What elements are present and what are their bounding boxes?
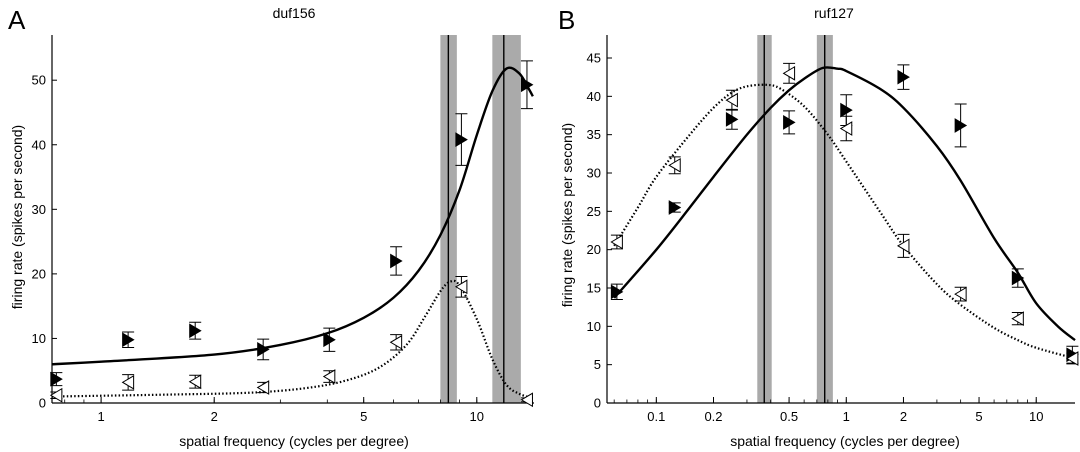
- panel-a-letter: A: [8, 5, 26, 35]
- panel-a-data-point-nondriven: [389, 334, 403, 350]
- panel-b-data-point-driven: [840, 102, 853, 118]
- panel-b-fit-curve-nondriven: [613, 83, 1076, 360]
- panel-b-data-point-driven: [668, 200, 682, 215]
- panel-a-peak-band-driven: [492, 35, 521, 403]
- panel-a-data-point-nondriven: [454, 279, 468, 295]
- panel-a-y-tick-label: 50: [32, 73, 46, 88]
- panel-a-fit-curve-driven: [51, 66, 534, 366]
- panel-b-y-tick-label: 35: [587, 127, 601, 142]
- panel-b-y-tick-label: 10: [587, 319, 601, 334]
- panel-a-x-tick-label: 10: [470, 409, 484, 424]
- panel-a-data-point-driven: [520, 77, 534, 93]
- panel-b-y-tick-label: 15: [587, 281, 601, 296]
- panel-a-data-point-nondriven: [256, 380, 270, 395]
- panel-b-data-point-nondriven: [782, 65, 796, 81]
- panel-b-data-point-driven: [783, 115, 796, 130]
- panel-a-data-point-nondriven: [322, 369, 336, 384]
- panel-a-data-point-nondriven: [188, 374, 202, 390]
- panel-b-data-point-nondriven: [725, 92, 738, 108]
- panel-a-y-tick-label: 0: [39, 396, 46, 411]
- panel-a-data-point-nondriven: [121, 374, 135, 390]
- panel-b-data-point-driven: [897, 69, 910, 85]
- panel-b-x-tick-label: 0.5: [780, 409, 798, 424]
- panel-b-y-tick-label: 20: [587, 242, 601, 257]
- panel-a: A duf156 spatial frequency (cycles per d…: [8, 5, 534, 449]
- panel-b-data-point-driven: [1011, 270, 1025, 286]
- panel-b-data-point-nondriven: [954, 286, 967, 302]
- panel-b-title: ruf127: [814, 5, 854, 21]
- panel-b-x-tick-label: 10: [1029, 409, 1043, 424]
- panel-b-y-tick-label: 30: [587, 166, 601, 181]
- panel-a-fit-curve-nondriven: [51, 279, 533, 399]
- panel-b-data-point-nondriven: [896, 238, 910, 254]
- panel-a-y-tick-label: 40: [32, 137, 46, 152]
- panel-b-data-point-nondriven: [1011, 311, 1024, 327]
- panel-a-y-tick-label: 10: [32, 331, 46, 346]
- panel-b-x-axis-title: spatial frequency (cycles per degree): [730, 433, 960, 449]
- panel-a-x-tick-label: 1: [98, 409, 105, 424]
- panel-a-y-axis-title: firing rate (spikes per second): [9, 125, 25, 309]
- panel-a-data-point-driven: [390, 253, 403, 269]
- panel-a-x-tick-label: 5: [360, 409, 367, 424]
- panel-a-title: duf156: [273, 5, 316, 21]
- panel-b-data-point-nondriven: [839, 121, 853, 136]
- panel-b-x-tick-label: 5: [975, 409, 982, 424]
- panel-a-data-point-driven: [189, 323, 202, 339]
- panel-b-x-tick-label: 2: [900, 409, 907, 424]
- panel-a-y-tick-label: 20: [32, 266, 46, 281]
- panel-b-x-tick-label: 1: [843, 409, 850, 424]
- panel-b-letter: B: [558, 5, 575, 35]
- panel-a-data-point-driven: [455, 132, 468, 147]
- panel-a-x-axis-title: spatial frequency (cycles per degree): [179, 433, 409, 449]
- panel-a-data-point-nondriven: [49, 387, 63, 403]
- panel-a-data-point-driven: [323, 332, 336, 348]
- panel-b-y-tick-label: 5: [594, 357, 601, 372]
- panel-a-data-point-driven: [122, 332, 135, 348]
- panel-b-data-point-nondriven: [1065, 351, 1079, 366]
- panel-b-x-tick-label: 0.1: [647, 409, 665, 424]
- panel-a-x-tick-label: 2: [211, 409, 218, 424]
- panel-a-data-point-nondriven: [520, 392, 533, 408]
- panel-b-y-tick-label: 40: [587, 89, 601, 104]
- panel-b-data-point-nondriven: [610, 234, 623, 250]
- panel-b-data-point-driven: [725, 111, 739, 127]
- panel-b-data-point-nondriven: [668, 157, 681, 173]
- panel-b-data-point-driven: [610, 284, 624, 300]
- panel-b-y-tick-label: 25: [587, 204, 601, 219]
- panel-b-x-tick-label: 0.2: [704, 409, 722, 424]
- panel-a-plot-area: 0 10 20 30 40 50 1 2 5 10: [32, 35, 534, 424]
- panel-a-y-tick-label: 30: [32, 202, 46, 217]
- panel-a-data-point-driven: [50, 371, 63, 387]
- panel-b: B ruf127 spatial frequency (cycles per d…: [558, 5, 1079, 449]
- panel-b-data-point-driven: [954, 118, 968, 133]
- panel-b-y-tick-label: 0: [594, 396, 601, 411]
- panel-b-y-axis-title: firing rate (spikes per second): [559, 123, 575, 307]
- panel-a-data-point-driven: [257, 342, 270, 357]
- panel-b-y-tick-label: 45: [587, 51, 601, 66]
